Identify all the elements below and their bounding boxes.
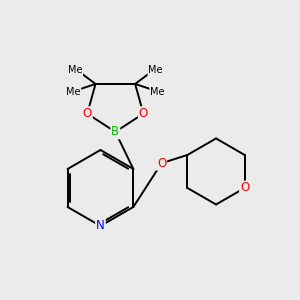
Text: O: O <box>240 182 249 194</box>
Text: O: O <box>157 157 166 170</box>
Text: Me: Me <box>150 87 165 97</box>
Text: Me: Me <box>148 65 163 75</box>
Text: Me: Me <box>66 87 80 97</box>
Text: O: O <box>82 107 92 120</box>
Text: O: O <box>139 107 148 120</box>
Text: Me: Me <box>68 65 82 75</box>
Text: N: N <box>96 220 105 232</box>
Text: B: B <box>111 125 119 138</box>
